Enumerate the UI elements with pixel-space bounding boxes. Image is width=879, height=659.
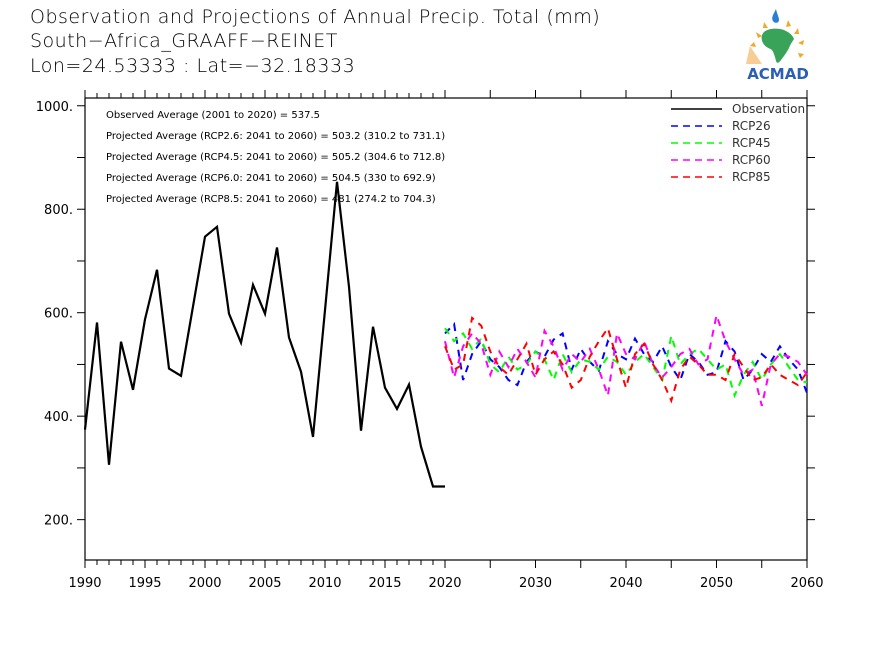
station-name: South−Africa_GRAAFF−REINET: [30, 30, 338, 52]
x-tick-label: 2015: [368, 576, 401, 591]
series-line-rcp85: [444, 316, 808, 404]
average-annotation: Projected Average (RCP6.0: 2041 to 2060)…: [106, 173, 436, 184]
acmad-africa-logo-icon: ACMAD: [746, 9, 809, 83]
x-tick-label: 1995: [128, 576, 161, 591]
average-annotation: Projected Average (RCP8.5: 2041 to 2060)…: [106, 194, 436, 205]
y-axis: 200. 400. 600. 800. 1000.: [36, 100, 815, 529]
x-tick-label: 2060: [790, 576, 823, 591]
x-axis: 1990 1995 2000 2005 2010 2015 2020 2030 2040 2050…: [68, 90, 824, 591]
africa-map-icon: [761, 28, 794, 63]
beam-icon: [746, 46, 762, 64]
series-line-rcp26: [444, 321, 808, 394]
legend-label-rcp45: RCP45: [732, 136, 771, 150]
x-tick-label: 2020: [428, 576, 461, 591]
y-tick-label: 1000.: [36, 100, 73, 115]
y-tick-label: 600.: [44, 307, 73, 322]
x-tick-label: 2000: [188, 576, 221, 591]
legend: Observation RCP26 RCP45 RCP60 RCP85: [671, 102, 805, 184]
y-tick-label: 200.: [44, 514, 73, 529]
average-annotation: Observed Average (2001 to 2020) = 537.5: [106, 110, 320, 121]
chart-title: Observation and Projections of Annual Pr…: [30, 6, 601, 28]
annotations: Observed Average (2001 to 2020) = 537.5 P…: [106, 110, 445, 205]
plot-frame: [84, 97, 808, 561]
water-drop-icon: [772, 9, 779, 23]
legend-label-rcp26: RCP26: [732, 119, 771, 133]
x-tick-label: 2010: [308, 576, 341, 591]
acmad-logo-text: ACMAD: [747, 65, 809, 83]
y-tick-label: 400.: [44, 410, 73, 425]
station-coordinates: Lon=24.53333 : Lat=−32.18333: [30, 55, 356, 77]
legend-label-rcp60: RCP60: [732, 153, 771, 167]
x-tick-label: 2040: [609, 576, 642, 591]
sun-rays-icon: [750, 20, 804, 58]
y-tick-label: 800.: [44, 203, 73, 218]
x-tick-label: 2030: [519, 576, 552, 591]
average-annotation: Projected Average (RCP4.5: 2041 to 2060)…: [106, 152, 445, 163]
series-line-observation: [83, 181, 445, 488]
x-tick-label: 2005: [248, 576, 281, 591]
acmad-logo: ACMAD: [736, 6, 820, 84]
legend-label-observation: Observation: [732, 102, 805, 116]
average-annotation: Projected Average (RCP2.6: 2041 to 2060)…: [106, 131, 445, 142]
x-tick-label: 1990: [68, 576, 101, 591]
plot-border: [84, 97, 808, 561]
legend-label-rcp85: RCP85: [732, 170, 771, 184]
x-tick-label: 2050: [700, 576, 733, 591]
series-group: [83, 181, 808, 488]
